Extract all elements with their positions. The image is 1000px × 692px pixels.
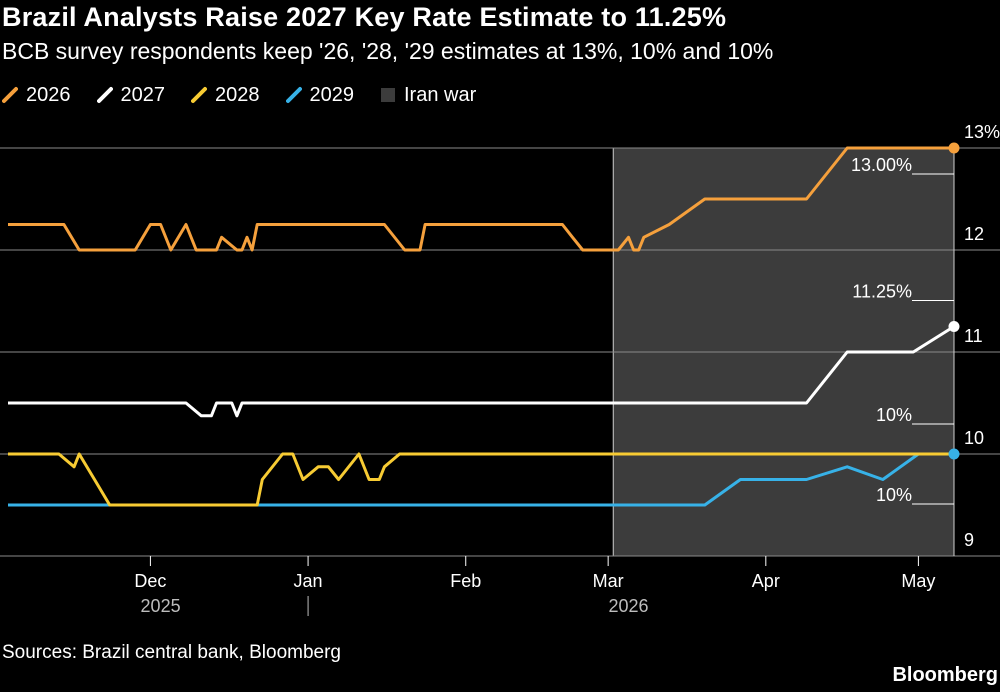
x-tick-label: Feb — [450, 571, 481, 591]
series-end-label-2029: 10% — [876, 485, 912, 505]
y-tick-label: 10 — [964, 428, 984, 448]
y-tick-label: 9 — [964, 530, 974, 550]
legend-label: 2028 — [215, 83, 260, 106]
source-note: Sources: Brazil central bank, Bloomberg — [2, 642, 341, 663]
legend-label: Iran war — [404, 83, 477, 106]
legend-label: 2029 — [309, 83, 355, 106]
x-tick-label: Dec — [134, 571, 166, 591]
series-end-dot-2027 — [948, 321, 960, 332]
x-tick-label: Jan — [294, 571, 323, 591]
x-year-label: 2026 — [608, 596, 648, 616]
legend-swatch-line-icon — [191, 86, 207, 104]
legend-item-iran-war: Iran war — [380, 84, 476, 107]
x-tick-label: May — [901, 571, 935, 591]
series-end-label-2027: 11.25% — [852, 282, 912, 302]
legend-item-2026: 2026 — [2, 84, 71, 107]
y-tick-label: 11 — [964, 326, 983, 346]
legend-swatch-line-icon — [96, 86, 113, 104]
series-end-label-2028: 10% — [876, 405, 912, 425]
legend-label: 2026 — [26, 83, 71, 106]
series-line-2027 — [8, 325, 955, 418]
chart-title: Brazil Analysts Raise 2027 Key Rate Esti… — [2, 2, 727, 32]
legend-swatch-line-icon — [2, 86, 18, 104]
legend-item-2027: 2027 — [96, 83, 166, 107]
legend-swatch-box-icon — [380, 86, 396, 104]
brand-logo: Bloomberg — [892, 664, 998, 686]
x-tick-label: Apr — [752, 571, 780, 591]
y-tick-label: 13% — [964, 122, 1000, 142]
legend: 2026 2027 2028 2029 Iran war — [2, 82, 502, 108]
series-line-2029 — [8, 452, 954, 507]
series-end-label-2026: 13.00% — [851, 155, 912, 175]
legend-label: 2027 — [120, 83, 166, 106]
chart-subtitle: BCB survey respondents keep '26, '28, '2… — [2, 38, 774, 64]
legend-item-2029: 2029 — [285, 83, 355, 107]
legend-item-2028: 2028 — [191, 84, 260, 107]
series-line-2026 — [8, 146, 954, 252]
series-end-dot-2026 — [948, 142, 960, 154]
y-tick-label: 12 — [964, 224, 984, 244]
x-year-label: 2025 — [141, 596, 181, 616]
series-end-dot-2029 — [948, 448, 960, 460]
series-line-2028 — [8, 452, 954, 507]
x-tick-label: Mar — [593, 571, 624, 591]
legend-swatch-line-icon — [285, 86, 302, 104]
